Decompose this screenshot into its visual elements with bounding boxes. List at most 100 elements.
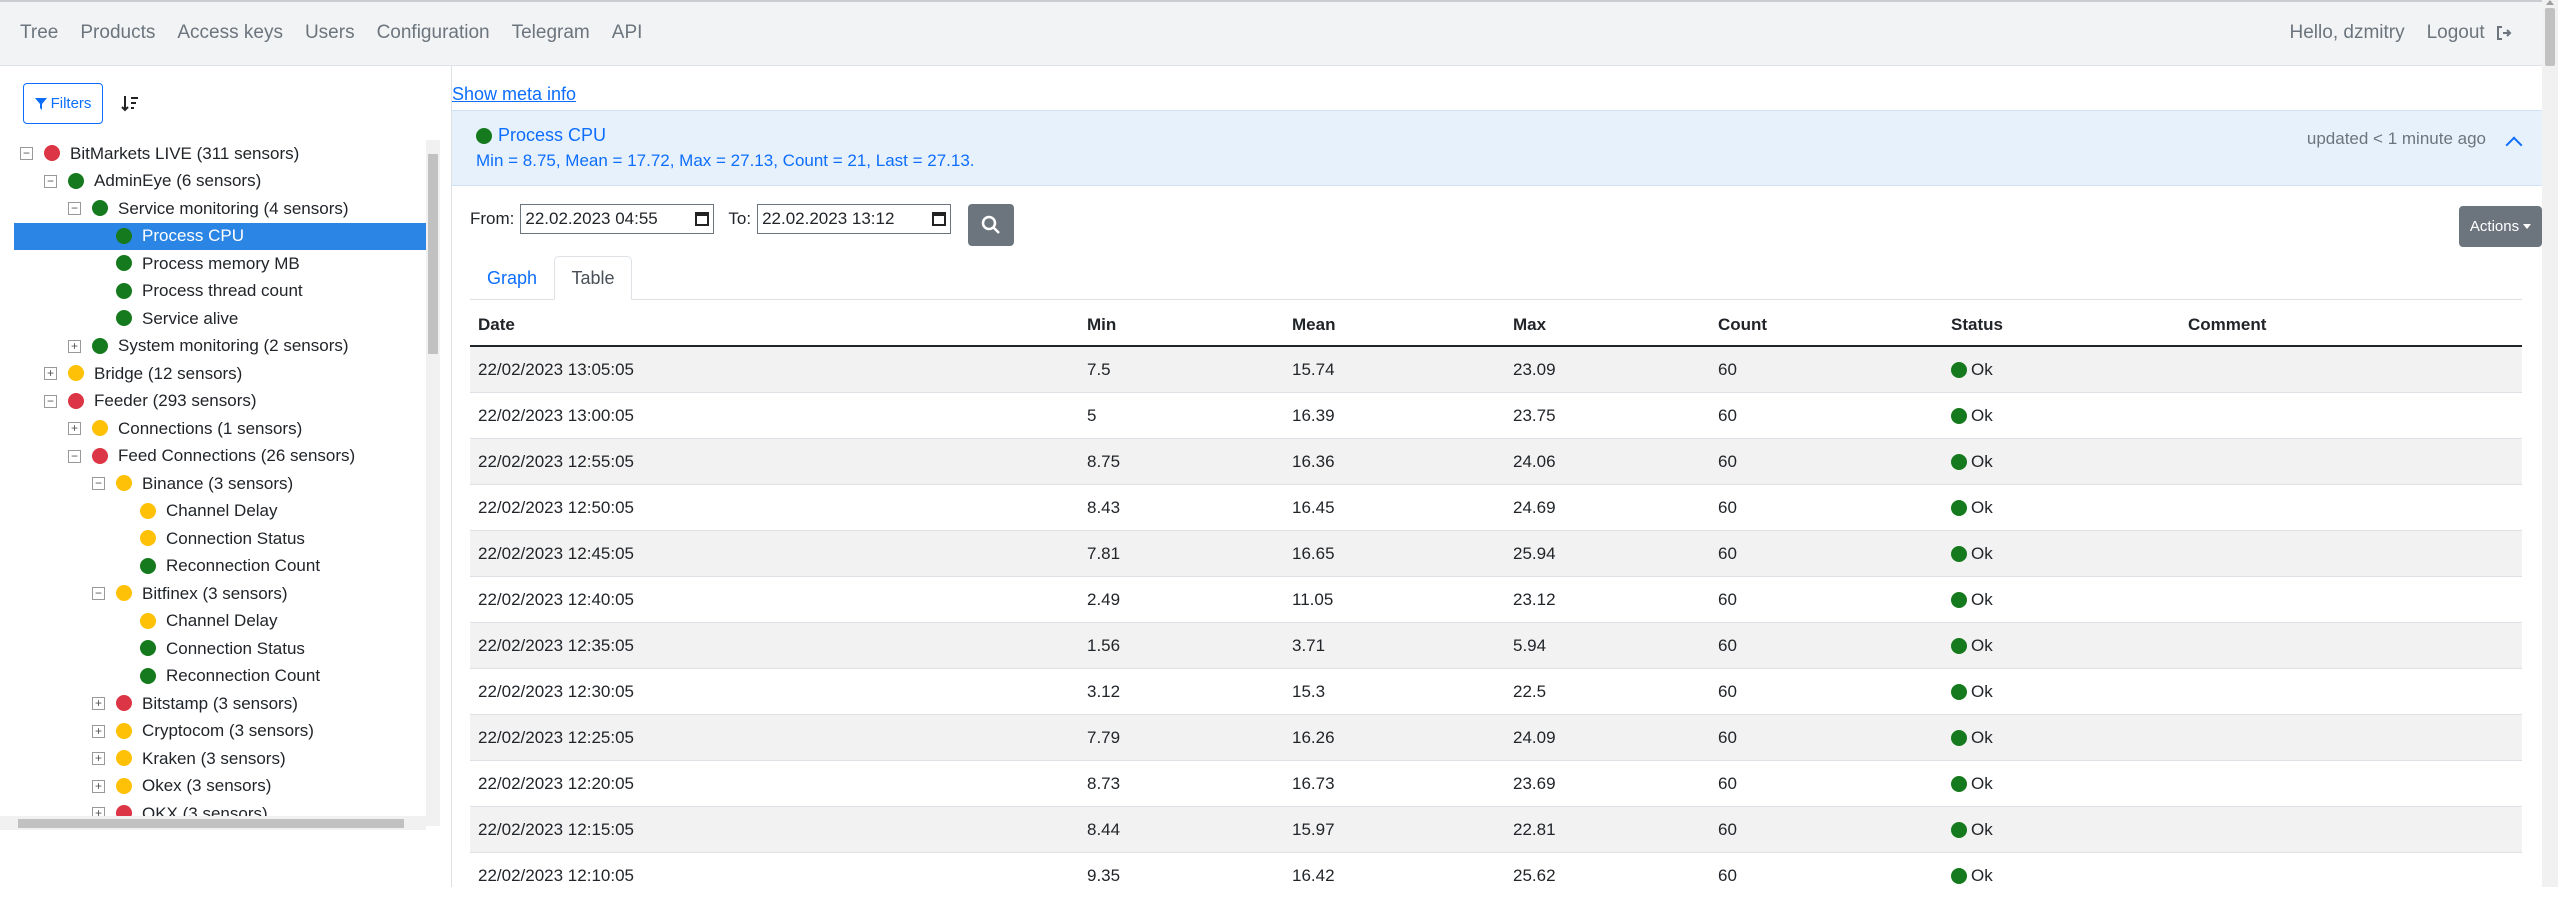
status-badge: Ok: [1951, 807, 2180, 852]
tree-horizontal-scrollbar-thumb[interactable]: [18, 819, 404, 828]
from-label: From:: [470, 209, 514, 229]
status-dot-icon: [92, 338, 108, 354]
nav-access-keys[interactable]: Access keys: [177, 22, 283, 44]
tree-item[interactable]: Reconnection Count: [14, 663, 426, 690]
tree-item[interactable]: −Service monitoring (4 sensors): [14, 195, 426, 222]
sort-icon[interactable]: [120, 94, 140, 114]
table-cell: 22/02/2023 12:20:05: [470, 761, 1079, 807]
tree-item-label: Service alive: [142, 309, 238, 329]
status-cell: Ok: [1943, 393, 2180, 439]
tab-graph[interactable]: Graph: [470, 256, 554, 300]
tree-item[interactable]: Channel Delay: [14, 498, 426, 525]
expand-icon[interactable]: +: [92, 780, 105, 793]
tree-item[interactable]: −AdminEye (6 sensors): [14, 168, 426, 195]
collapse-icon[interactable]: −: [20, 147, 33, 160]
top-navbar: Tree Products Access keys Users Configur…: [0, 0, 2542, 66]
table-cell: 16.36: [1284, 439, 1505, 485]
tab-table[interactable]: Table: [554, 256, 632, 300]
logout-link[interactable]: Logout: [2427, 22, 2512, 44]
calendar-icon[interactable]: [932, 212, 946, 226]
collapse-icon[interactable]: −: [68, 202, 81, 215]
nav-api[interactable]: API: [612, 22, 643, 44]
table-cell: 24.09: [1505, 715, 1710, 761]
expand-icon[interactable]: +: [68, 340, 81, 353]
table-cell: 8.43: [1079, 485, 1284, 531]
tree-vertical-scrollbar-thumb[interactable]: [428, 154, 438, 354]
table-cell: 24.69: [1505, 485, 1710, 531]
expand-icon[interactable]: +: [92, 752, 105, 765]
tree-item[interactable]: −BitMarkets LIVE (311 sensors): [14, 140, 426, 167]
status-cell: Ok: [1943, 623, 2180, 669]
calendar-icon[interactable]: [695, 212, 709, 226]
to-date-input[interactable]: 22.02.2023 13:12: [757, 204, 951, 234]
column-header: Comment: [2180, 304, 2522, 346]
tree-item[interactable]: +Kraken (3 sensors): [14, 745, 426, 772]
tree-item[interactable]: Service alive: [14, 305, 426, 332]
tree-item[interactable]: Channel Delay: [14, 608, 426, 635]
collapse-icon[interactable]: −: [44, 175, 57, 188]
tree-item[interactable]: Process memory MB: [14, 250, 426, 277]
column-header: Count: [1710, 304, 1943, 346]
status-badge: Ok: [1951, 669, 2180, 714]
tree-item[interactable]: Connection Status: [14, 525, 426, 552]
table-cell: 15.3: [1284, 669, 1505, 715]
table-cell: 16.42: [1284, 853, 1505, 898]
expand-icon[interactable]: +: [44, 367, 57, 380]
tree-item[interactable]: Process thread count: [14, 278, 426, 305]
expand-icon[interactable]: +: [92, 725, 105, 738]
table-cell: 60: [1710, 715, 1943, 761]
table-cell: 23.12: [1505, 577, 1710, 623]
expand-icon[interactable]: +: [68, 422, 81, 435]
tree-horizontal-scrollbar[interactable]: [0, 816, 426, 830]
tree-item[interactable]: −Feed Connections (26 sensors): [14, 443, 426, 470]
collapse-icon[interactable]: −: [68, 450, 81, 463]
status-dot-icon: [140, 558, 156, 574]
collapse-icon[interactable]: −: [92, 477, 105, 490]
tree-item[interactable]: +Okex (3 sensors): [14, 773, 426, 800]
tree-item-label: Bitstamp (3 sensors): [142, 694, 298, 714]
logout-label: Logout: [2427, 22, 2485, 43]
tree-item[interactable]: + Bitstamp (3 sensors): [14, 690, 426, 717]
page-scrollbar-thumb[interactable]: [2545, 8, 2555, 66]
tree-item[interactable]: Process CPU: [14, 223, 426, 250]
chevron-up-icon[interactable]: [2506, 137, 2523, 154]
expand-icon[interactable]: +: [92, 697, 105, 710]
search-button[interactable]: [968, 204, 1014, 246]
page-scrollbar[interactable]: [2542, 0, 2558, 887]
table-cell: 22/02/2023 12:30:05: [470, 669, 1079, 715]
tree-item-label: Bridge (12 sensors): [94, 364, 242, 384]
tree-item[interactable]: + Bridge (12 sensors): [14, 360, 426, 387]
from-date-input[interactable]: 22.02.2023 04:55: [520, 204, 714, 234]
tree-item[interactable]: − Binance (3 sensors): [14, 470, 426, 497]
table-cell: 16.45: [1284, 485, 1505, 531]
scroll-up-arrow-icon[interactable]: [2546, 0, 2554, 5]
table-cell: [2180, 439, 2522, 485]
actions-button[interactable]: Actions: [2459, 206, 2542, 247]
nav-tree[interactable]: Tree: [20, 22, 58, 44]
tree-item[interactable]: +System monitoring (2 sensors): [14, 333, 426, 360]
table-cell: 8.44: [1079, 807, 1284, 853]
tree-item[interactable]: +Cryptocom (3 sensors): [14, 718, 426, 745]
nav-products[interactable]: Products: [80, 22, 155, 44]
nav-configuration[interactable]: Configuration: [377, 22, 490, 44]
tree-item[interactable]: Reconnection Count: [14, 553, 426, 580]
tree-vertical-scrollbar[interactable]: [426, 140, 440, 826]
collapse-icon[interactable]: −: [44, 395, 57, 408]
filters-button[interactable]: Filters: [23, 83, 103, 124]
tree-item[interactable]: −Feeder (293 sensors): [14, 388, 426, 415]
tree-item[interactable]: +Connections (1 sensors): [14, 415, 426, 442]
status-text: Ok: [1971, 498, 1993, 518]
collapse-icon[interactable]: −: [92, 587, 105, 600]
tree-item-label: Binance (3 sensors): [142, 474, 293, 494]
column-header: Mean: [1284, 304, 1505, 346]
tree-item[interactable]: Connection Status: [14, 635, 426, 662]
tree-item[interactable]: −Bitfinex (3 sensors): [14, 580, 426, 607]
nav-users[interactable]: Users: [305, 22, 355, 44]
nav-telegram[interactable]: Telegram: [512, 22, 590, 44]
show-meta-info-link[interactable]: Show meta info: [452, 84, 576, 105]
